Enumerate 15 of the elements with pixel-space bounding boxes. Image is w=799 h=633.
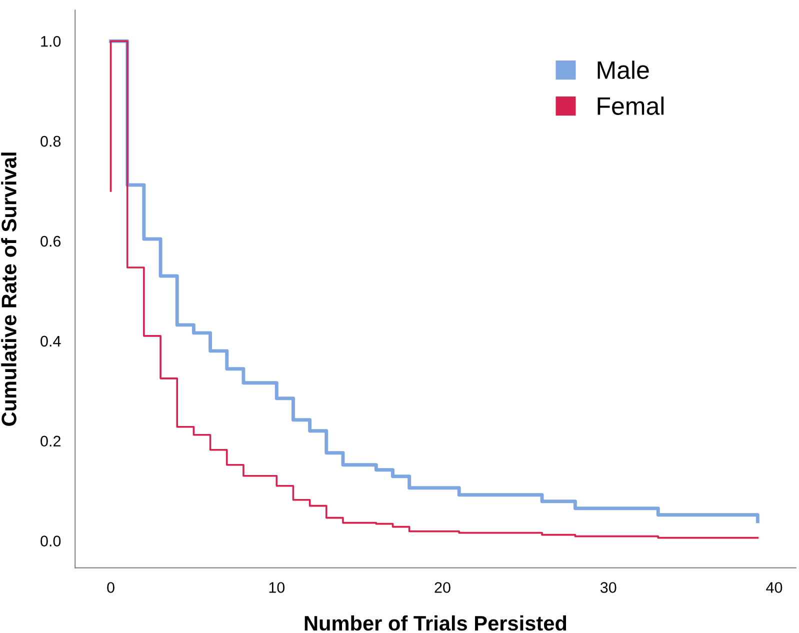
x-tick-label: 40 bbox=[766, 582, 782, 593]
legend-label: Male bbox=[598, 60, 649, 80]
y-tick-label: 0.6 bbox=[40, 236, 61, 247]
y-tick-label: 1.0 bbox=[41, 36, 61, 47]
y-axis-title: Cumulative Rate of Survival bbox=[1, 152, 16, 426]
x-tick-label: 0 bbox=[107, 582, 114, 593]
legend-label: Femal bbox=[598, 96, 664, 115]
y-tick-label: 0.4 bbox=[40, 336, 61, 347]
x-axis-title: Number of Trials Persisted bbox=[304, 615, 566, 631]
x-tick-label: 20 bbox=[434, 582, 450, 593]
y-tick-label: 0.8 bbox=[40, 136, 61, 147]
y-tick-label: 0.2 bbox=[40, 436, 60, 447]
y-tick-label: 0.0 bbox=[40, 536, 61, 547]
x-tick-label: 30 bbox=[600, 582, 616, 593]
x-tick-label: 10 bbox=[269, 582, 285, 593]
